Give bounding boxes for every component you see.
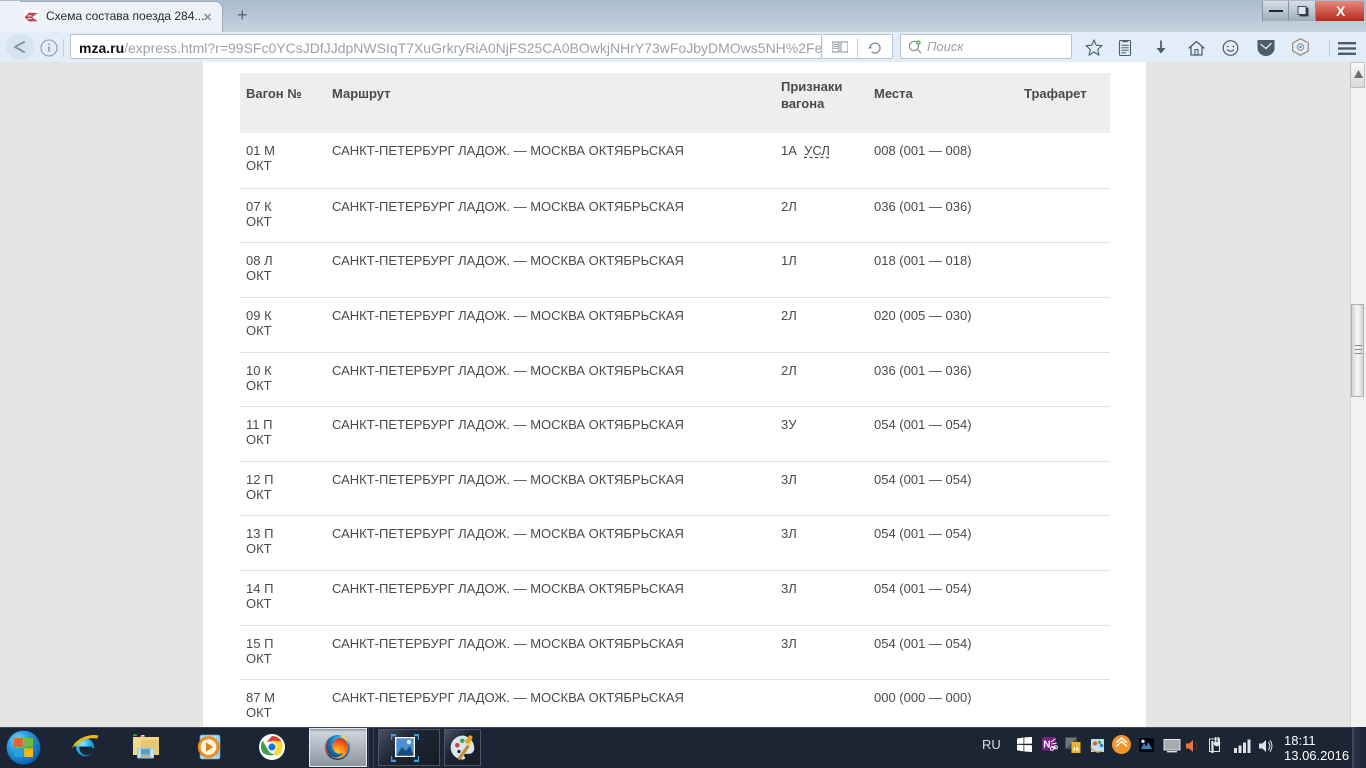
svg-text:N: N [1043,740,1050,751]
svg-text:!: ! [1075,745,1077,752]
